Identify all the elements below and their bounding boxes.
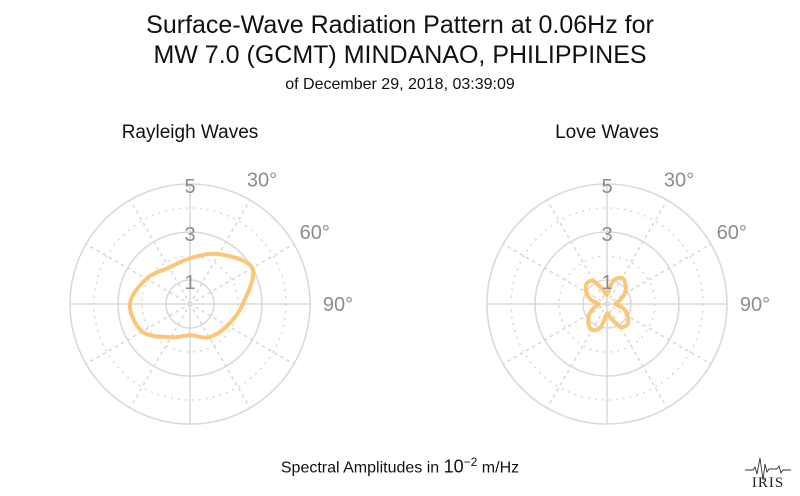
love-theta-tick-label: 60°: [717, 222, 747, 244]
iris-logo: IRIS: [745, 457, 791, 490]
rayleigh-r-tick-label: 5: [184, 176, 195, 198]
chart-title: Surface-Wave Radiation Pattern at 0.06Hz…: [0, 10, 800, 70]
love-theta-tick-label: 90°: [740, 294, 770, 316]
love-pattern-line: [583, 275, 631, 333]
rayleigh-theta-tick-label: 90°: [323, 294, 353, 316]
rayleigh-ring: [69, 183, 311, 425]
rayleigh-spoke: [85, 243, 191, 305]
love-panel-title: Love Waves: [555, 122, 659, 143]
love-r-tick-label: 1: [601, 272, 612, 294]
title-line-2: MW 7.0 (GCMT) MINDANAO, PHILIPPINES: [153, 41, 647, 69]
rayleigh-spoke: [189, 303, 251, 409]
love-spoke: [546, 199, 608, 305]
love-theta-tick-label: 30°: [664, 169, 694, 191]
units-exponent: −2: [463, 455, 478, 469]
love-ring: [486, 183, 728, 425]
units-prefix: Spectral Amplitudes in: [280, 459, 444, 477]
love-spoke: [502, 243, 608, 305]
rayleigh-theta-tick-label: 30°: [247, 169, 277, 191]
rayleigh-ring: [117, 231, 263, 377]
chart-subtitle: of December 29, 2018, 03:39:09: [285, 76, 515, 93]
rayleigh-r-tick-label: 1: [184, 272, 195, 294]
rayleigh-ring: [165, 279, 215, 329]
rayleigh-ring: [93, 207, 287, 401]
units-base: 10: [443, 456, 464, 477]
rayleigh-spoke: [189, 199, 251, 305]
iris-logo-text: IRIS: [752, 475, 784, 490]
rayleigh-spoke: [85, 303, 191, 365]
love-r-tick-label: 3: [601, 224, 612, 246]
rayleigh-spoke: [189, 303, 295, 365]
love-spoke: [502, 303, 608, 365]
love-ring: [558, 255, 656, 353]
love-spoke: [606, 303, 668, 409]
rayleigh-r-tick-label: 3: [184, 224, 195, 246]
units-suffix: m/Hz: [477, 459, 520, 477]
love-spoke: [546, 303, 608, 409]
amplitude-units-label: Spectral Amplitudes in 10−2 m/Hz: [0, 455, 800, 477]
rayleigh-ring: [141, 255, 239, 353]
love-r-tick-label: 5: [601, 176, 612, 198]
love-ring: [582, 279, 632, 329]
love-ring: [534, 231, 680, 377]
love-spoke: [606, 303, 712, 365]
rayleigh-spoke: [129, 303, 191, 409]
rayleigh-spoke: [189, 243, 295, 305]
love-spoke: [606, 199, 668, 305]
rayleigh-pattern-line: [127, 251, 256, 340]
title-line-1: Surface-Wave Radiation Pattern at 0.06Hz…: [146, 11, 654, 39]
rayleigh-spoke: [129, 199, 191, 305]
rayleigh-panel-title: Rayleigh Waves: [122, 122, 259, 143]
rayleigh-theta-tick-label: 60°: [300, 222, 330, 244]
love-ring: [510, 207, 704, 401]
love-spoke: [606, 243, 712, 305]
